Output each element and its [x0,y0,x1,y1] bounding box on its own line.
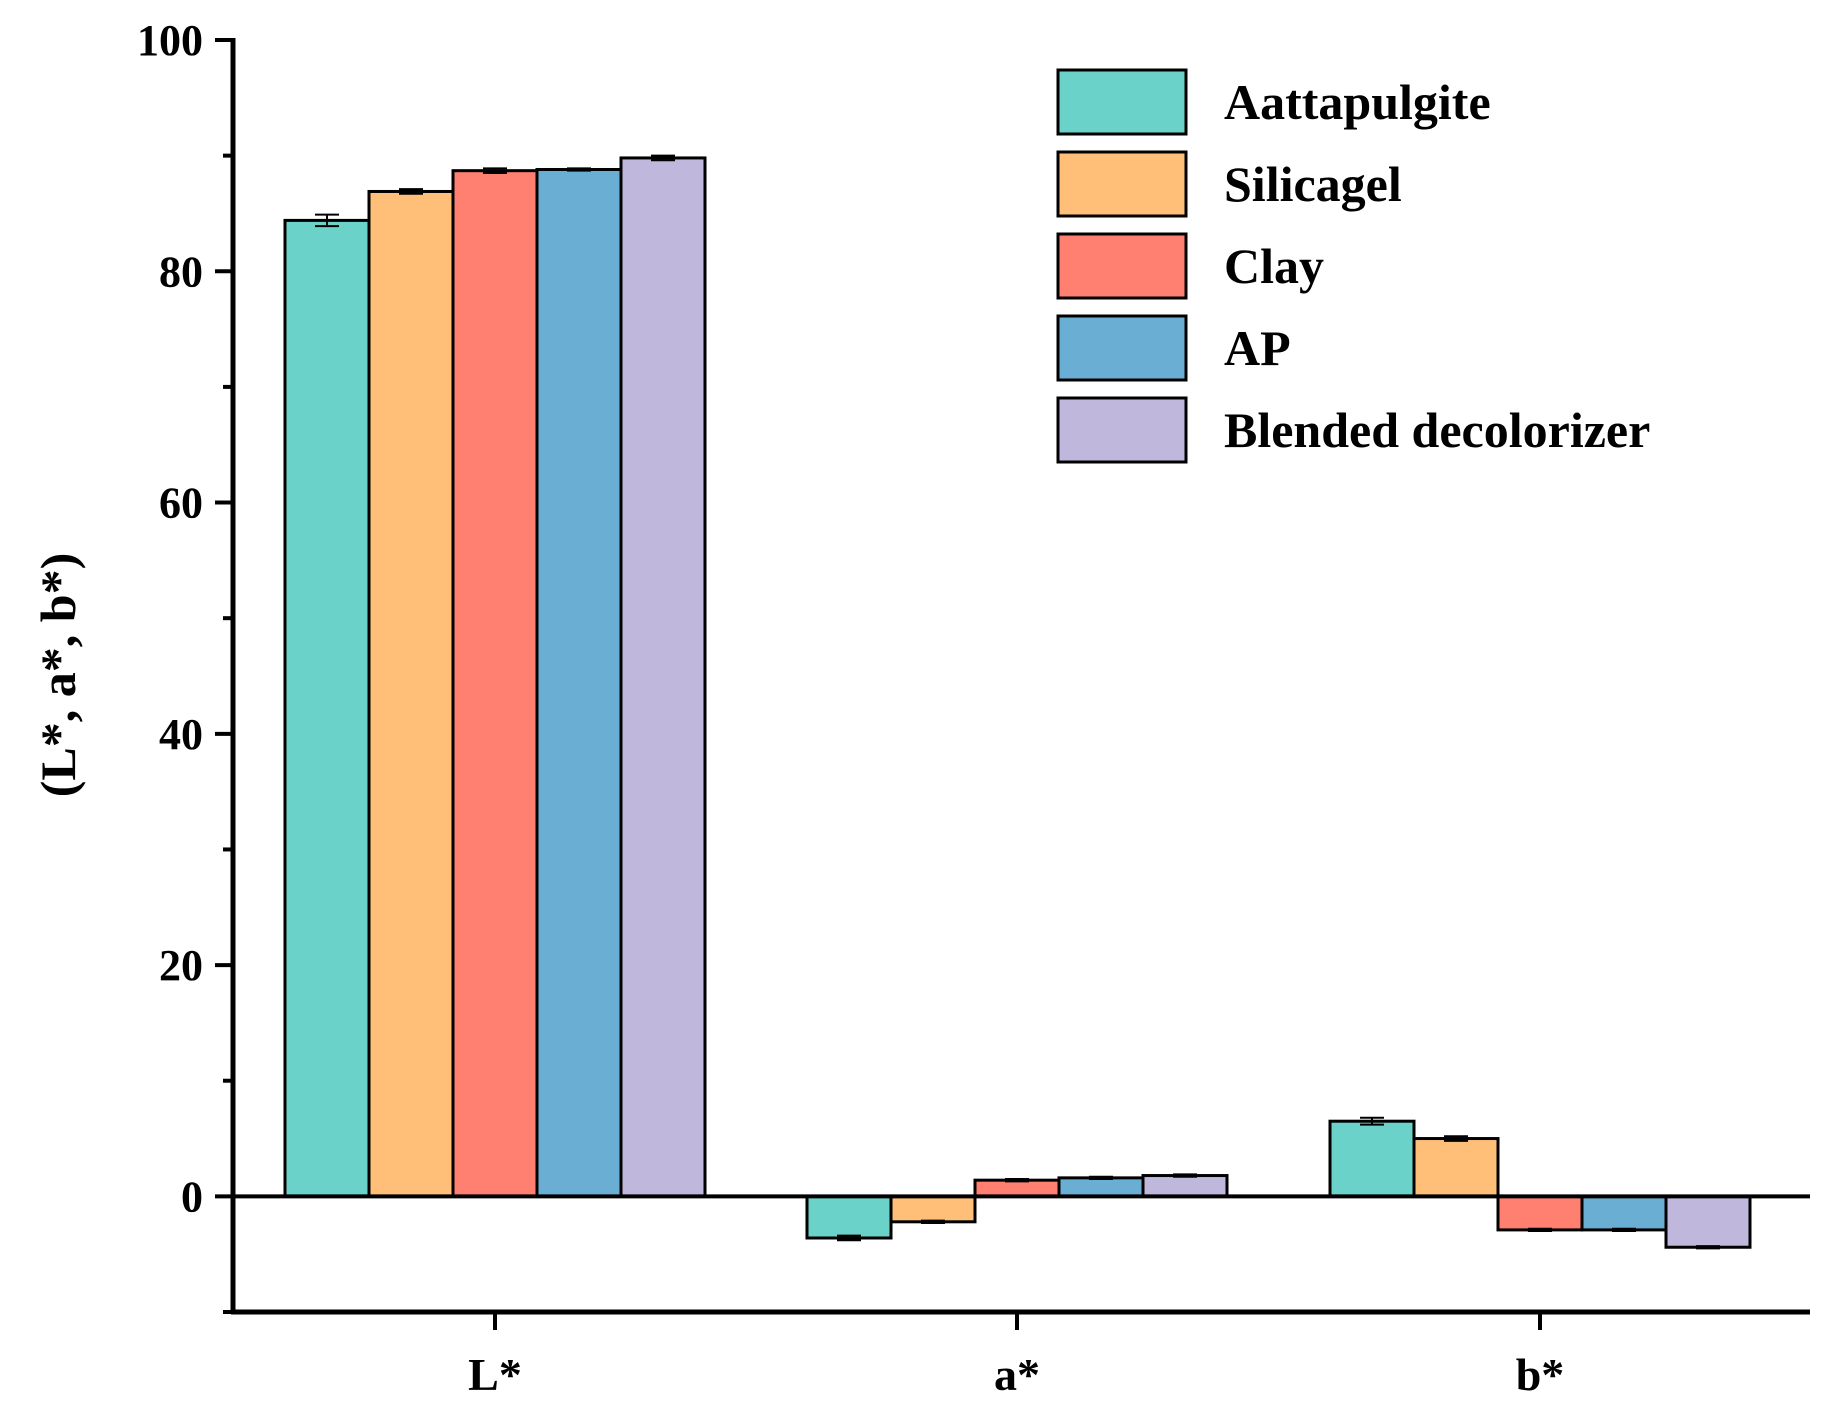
bar-ap-l [535,168,623,1198]
y-tick-label: 100 [137,16,203,65]
legend-swatch-clay [1056,232,1188,300]
bar-ap-b [1580,1194,1668,1232]
y-tick-label: 0 [181,1172,203,1221]
error-bars-layer [315,154,1720,1250]
bar-aattapulgite-a [805,1194,893,1240]
bars-layer [283,156,1752,1249]
bar-silicagel-l [367,189,455,1198]
y-axis-title: (L*, a*, b*) [30,553,86,797]
bar-clay-a [973,1178,1061,1198]
legend-swatch-aattapulgite [1056,68,1188,136]
legend-swatch-silicagel [1056,150,1188,218]
bar-silicagel-a [889,1194,977,1224]
legend-label: Clay [1224,238,1324,294]
legend: Aattapulgite Silicagel Clay AP Blended decol… [1056,68,1650,464]
y-tick-label: 60 [159,479,203,528]
legend-label: AP [1224,320,1291,376]
bar-aattapulgite-b [1328,1119,1416,1198]
y-tick-label: 20 [159,941,203,990]
x-tick-label: a* [994,1349,1040,1400]
bar-clay-l [451,169,539,1198]
x-tick-label: b* [1516,1349,1565,1400]
legend-label: Silicagel [1224,156,1402,212]
axes-layer: 0 20 40 60 80 100 L* a* b* [137,16,1810,1400]
bar-blended-decolorizer-a [1141,1174,1229,1198]
legend-label: Aattapulgite [1224,74,1491,130]
y-tick-label: 80 [159,247,203,296]
bar-blended-decolorizer-l [619,156,707,1198]
bar-aattapulgite-l [283,218,371,1198]
bar-ap-a [1057,1176,1145,1198]
y-tick-label: 40 [159,710,203,759]
legend-label: Blended decolorizer [1224,402,1650,458]
x-tick-label: L* [468,1349,522,1400]
legend-swatch-ap [1056,314,1188,382]
bar-silicagel-b [1412,1137,1500,1198]
bar-blended-decolorizer-b [1664,1194,1752,1249]
legend-swatch-blended-decolorizer [1056,396,1188,464]
bar-clay-b [1496,1194,1584,1232]
